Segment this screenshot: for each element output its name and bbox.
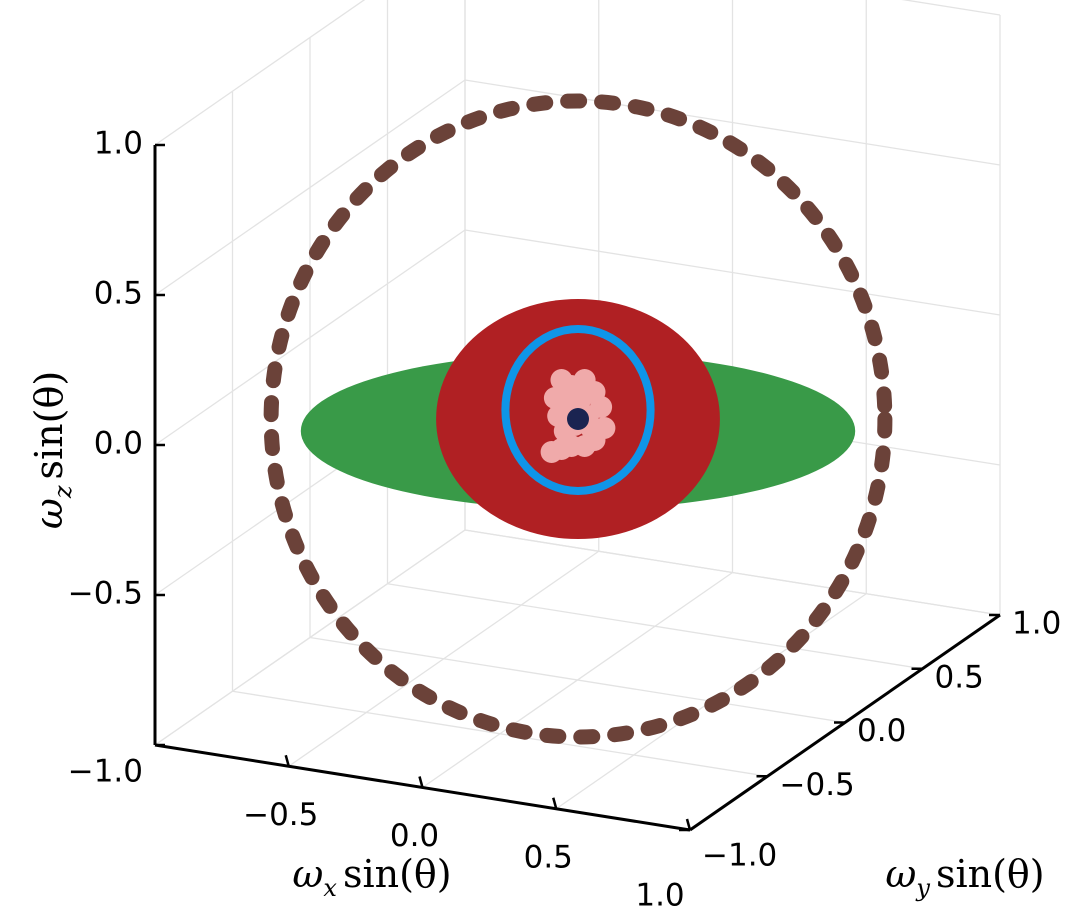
x-axis-label: ωx sin(θ) — [292, 852, 451, 902]
x-tick-label: −0.5 — [243, 797, 318, 833]
y-tick-label: 0.0 — [857, 713, 906, 749]
x-tick-label: 1.0 — [635, 878, 684, 910]
x-tick-label: 0.0 — [390, 818, 439, 854]
y-tick-label: 0.5 — [935, 659, 984, 695]
z-tick-label: 0.5 — [94, 276, 143, 312]
cluster-point — [540, 441, 563, 463]
x-tick-label: 0.5 — [524, 839, 573, 875]
grid-line — [154, 79, 466, 296]
blue-circle — [501, 325, 655, 495]
x-tick — [284, 754, 290, 767]
x-tick — [552, 797, 558, 810]
z-tick-label: 1.0 — [94, 126, 143, 162]
y-tick-label: 1.0 — [1012, 606, 1061, 642]
z-tick-label: −1.0 — [68, 754, 143, 790]
grid-line — [309, 636, 846, 724]
data-series — [263, 93, 893, 745]
y-axis-label: ωy sin(θ) — [885, 852, 1044, 902]
grid-line — [154, 229, 466, 446]
center-point — [567, 408, 589, 430]
axes — [153, 143, 1001, 832]
cluster-point — [543, 387, 566, 409]
grid-line — [464, 79, 1001, 166]
z-tick-label: 0.0 — [94, 426, 143, 462]
grid-line — [901, 0, 1001, 16]
x-tick — [418, 776, 424, 788]
z-axis-label: ωzsin(θ) — [27, 371, 77, 529]
y-tick-label: −0.5 — [780, 767, 855, 803]
x-tick — [685, 818, 692, 831]
grid-line — [464, 229, 1001, 316]
dashed-boundary-circle — [263, 93, 893, 745]
z-tick-label: −0.5 — [68, 576, 143, 612]
grid-line — [464, 529, 1001, 616]
grid-line — [387, 583, 923, 670]
grid-line — [154, 0, 366, 146]
tick-labels: −1.0−0.50.00.51.0−0.50.00.51.0−1.0−0.50.… — [68, 126, 1062, 910]
y-tick-label: −1.0 — [702, 838, 777, 874]
